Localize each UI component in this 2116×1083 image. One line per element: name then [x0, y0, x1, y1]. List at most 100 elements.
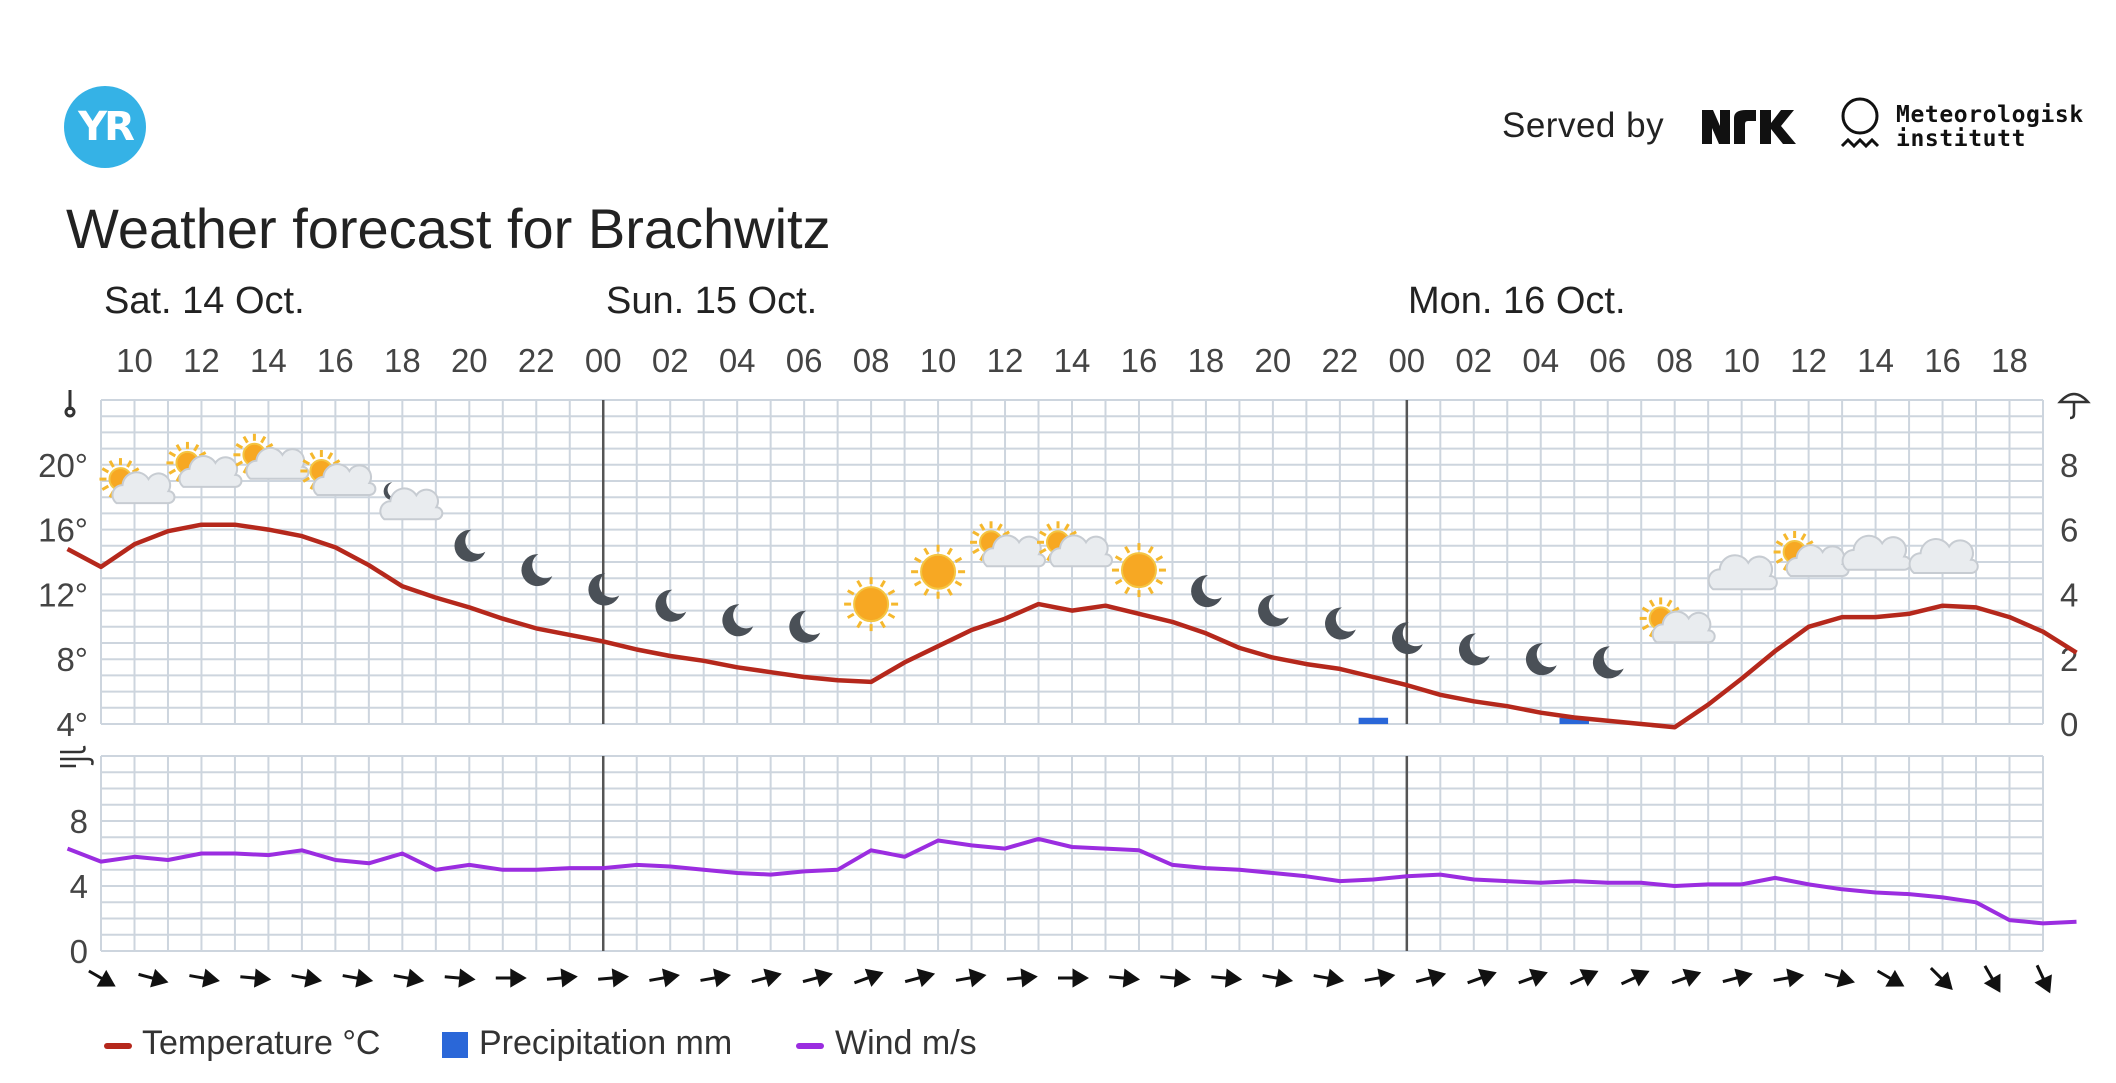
wind-arrow-shape: [1262, 968, 1294, 988]
sun-ray: [1800, 533, 1807, 541]
sun-ray: [856, 579, 863, 588]
sun-ray: [1147, 586, 1154, 595]
x-tick-label: 10: [1723, 342, 1760, 379]
wind-arrow-shape: [546, 968, 578, 988]
sun-ray: [879, 620, 886, 629]
wind-arrow-shape: [1058, 968, 1089, 988]
sun-ray: [996, 523, 1003, 531]
moon-icon: [1458, 633, 1490, 666]
partly-cloudy-day-icon: [99, 458, 176, 505]
moon-shape: [1191, 575, 1222, 608]
sun-ray: [101, 467, 110, 474]
sun-icon: [1111, 543, 1166, 598]
wind-arrow-shape: [189, 968, 220, 988]
moon-icon: [1592, 646, 1624, 679]
moon-shape: [722, 604, 754, 637]
moon-shape: [1458, 633, 1490, 666]
wind-arrow-shape: [240, 968, 272, 988]
partly-cloudy-day-icon: [1773, 531, 1850, 577]
wind-line: [66, 836, 2077, 926]
sun-ray: [946, 588, 953, 596]
wind-direction-arrow: [1876, 969, 1905, 987]
wind-direction-arrow: [1983, 965, 2001, 993]
wind-arrow-shape: [649, 968, 680, 988]
met-name-line1: Meteorologisk: [1896, 102, 2084, 128]
wind-arrow-shape: [1415, 968, 1447, 988]
sun-ray: [1147, 545, 1154, 554]
wind-direction-arrow: [1518, 968, 1548, 987]
wind-direction-arrow: [1773, 968, 1805, 988]
legend-wind-swatch: [796, 1043, 824, 1049]
wind-direction-arrow: [393, 968, 425, 988]
wind-arrow-shape: [1824, 968, 1855, 988]
partly-cloudy-day-icon: [1639, 597, 1716, 644]
wind-direction-arrow: [291, 968, 323, 988]
sun-ray: [846, 589, 855, 596]
day-label-mon: Mon. 16 Oct.: [1408, 280, 1626, 322]
wind-arrow-shape: [495, 968, 527, 988]
x-tick-label: 20: [1255, 342, 1292, 379]
wind-arrow-shape: [1364, 968, 1396, 988]
moon-icon: [1258, 594, 1289, 627]
sun-ray: [979, 523, 986, 531]
legend-wind-label: Wind m/s: [835, 1024, 977, 1062]
sun-ray: [887, 612, 896, 619]
wind-direction-arrow: [853, 968, 884, 987]
moon-shape: [588, 573, 620, 606]
served-by-label: Served by: [1502, 106, 1665, 145]
cloud-shape: [1707, 554, 1778, 591]
thermometer-icon: [64, 390, 76, 418]
wind-arrow-shape: [342, 968, 374, 988]
wind-direction-arrow: [1824, 968, 1855, 988]
wind-arrow-shape: [88, 969, 116, 987]
x-tick-label: 10: [920, 342, 957, 379]
sun-ray: [1641, 606, 1650, 613]
temp-y-tick-label: 4°: [56, 706, 88, 743]
legend-temperature-label: Temperature °C: [142, 1024, 381, 1062]
sun-ray: [1114, 578, 1123, 585]
x-tick-label: 06: [1589, 342, 1626, 379]
wind-direction-arrow: [189, 968, 220, 988]
sun-disc: [920, 553, 957, 590]
wind-direction-arrow: [1262, 968, 1294, 988]
nrk-logo: [1702, 110, 1796, 144]
wind-direction-arrow: [700, 968, 732, 988]
legend-precipitation-label: Precipitation mm: [479, 1024, 733, 1062]
day-label-sun: Sun. 15 Oct.: [606, 280, 818, 322]
temperature-line: [66, 522, 2078, 730]
wind-arrow-shape: [904, 968, 936, 988]
moon-shape: [789, 610, 821, 643]
met-institute-logo: [1840, 97, 1880, 149]
wind-direction-arrow: [1109, 968, 1141, 988]
wind-direction-arrow: [1467, 968, 1497, 987]
sun-ray: [972, 530, 980, 537]
wind-arrow-shape: [138, 968, 169, 988]
wind-arrow-shape: [598, 968, 630, 988]
moon-icon: [789, 610, 821, 643]
partly-cloudy-night-icon: [379, 482, 444, 521]
wind-direction-arrow: [342, 968, 374, 988]
wind-direction-arrow: [2034, 964, 2052, 994]
wind-direction-arrow: [1364, 968, 1396, 988]
precipitation-bar: [1358, 717, 1389, 724]
sun-ray: [1063, 523, 1070, 531]
precipitation-bar: [1559, 717, 1589, 724]
x-tick-label: 20: [451, 342, 488, 379]
sun-ray: [913, 580, 922, 587]
x-tick-label: 18: [384, 342, 421, 379]
cloud-shape: [1908, 538, 1979, 574]
wind-y-tick-label: 8: [70, 803, 88, 840]
wind-arrow-shape: [1211, 968, 1243, 988]
partly-cloudy-day-icon: [970, 521, 1047, 568]
x-tick-label: 16: [1121, 342, 1158, 379]
moon-shape: [655, 589, 687, 622]
x-tick-label: 08: [1656, 342, 1693, 379]
wind-arrow-shape: [444, 968, 476, 988]
sun-ray: [1046, 523, 1053, 531]
sun-ray: [1155, 578, 1164, 585]
moon-shape: [1592, 646, 1624, 679]
sun-ray: [1666, 599, 1673, 608]
wind-arrow-shape: [700, 968, 732, 988]
sun-ray: [923, 588, 930, 596]
sun-ray: [1039, 547, 1047, 555]
